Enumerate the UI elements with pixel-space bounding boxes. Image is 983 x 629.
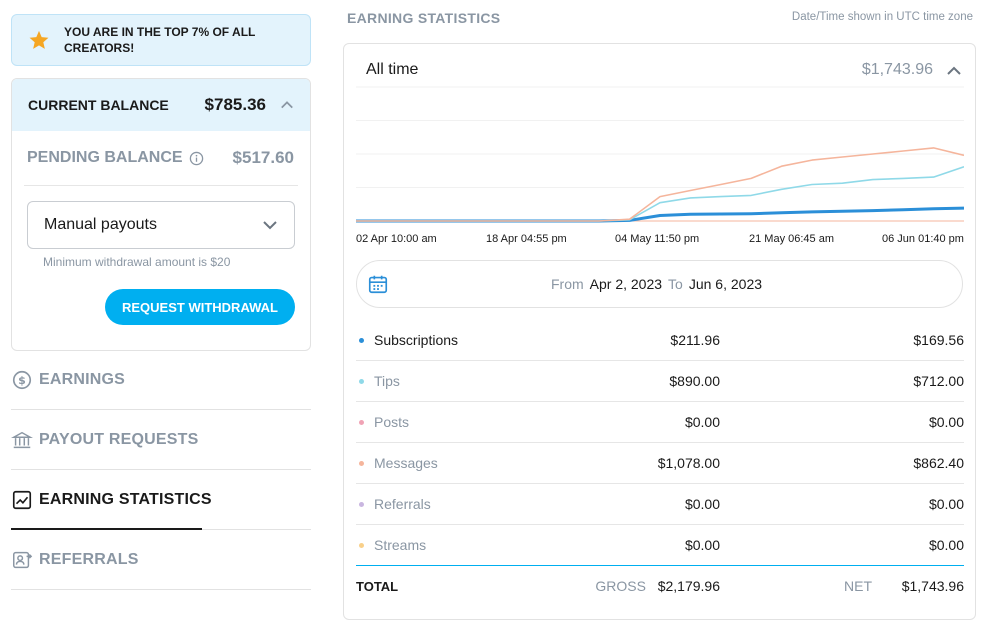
series-dot	[359, 378, 364, 384]
svg-text:$: $	[18, 374, 26, 387]
from-label: From	[550, 276, 584, 292]
calendar-icon[interactable]	[367, 273, 389, 295]
timezone-note: Date/Time shown in UTC time zone	[791, 11, 973, 23]
series-dot	[359, 419, 364, 425]
table-row: Messages $1,078.00 $862.40	[356, 443, 964, 484]
earning-stats-card: All time $1,743.96 02 Apr 10:00 am 18 Ap…	[343, 43, 976, 620]
row-name: Streams	[374, 537, 427, 553]
info-icon[interactable]	[189, 151, 204, 166]
series-line-tips	[356, 166, 964, 222]
star-icon	[29, 30, 49, 49]
row-gross: $0.00	[684, 496, 720, 512]
series-line-subscriptions	[356, 206, 964, 223]
total-row: TOTAL GROSS $2,179.96 NET $1,743.96	[356, 566, 964, 606]
row-net: $712.00	[913, 373, 964, 389]
net-total: $1,743.96	[901, 578, 964, 594]
request-withdrawal-button[interactable]: REQUEST WITHDRAWAL	[105, 289, 295, 325]
chevron-up-icon[interactable]	[280, 98, 294, 112]
nav-item-earnings[interactable]: $ EARNINGS	[11, 350, 311, 410]
nav-label: EARNING STATISTICS	[39, 490, 212, 508]
earnings-breakdown-table: Subscriptions $211.96 $169.56 Tips $890.…	[356, 320, 964, 606]
date-range-picker[interactable]: From Apr 2, 2023 To Jun 6, 2023	[356, 260, 963, 308]
pending-balance-label: PENDING BALANCE	[27, 149, 183, 166]
gross-label: GROSS	[595, 578, 646, 594]
x-tick-label: 06 Jun 01:40 pm	[882, 233, 964, 245]
row-net: $862.40	[913, 455, 964, 471]
row-net: $169.56	[913, 332, 964, 348]
x-tick-label: 21 May 06:45 am	[749, 233, 834, 245]
row-gross: $211.96	[670, 332, 720, 348]
referral-icon	[13, 551, 33, 568]
row-name: Subscriptions	[374, 332, 459, 348]
period-label[interactable]: All time	[366, 61, 419, 78]
to-label: To	[668, 276, 683, 292]
row-gross: $0.00	[684, 414, 720, 430]
nav-active-indicator	[11, 528, 202, 530]
table-row: Streams $0.00 $0.00	[356, 525, 964, 566]
from-date[interactable]: Apr 2, 2023	[589, 276, 663, 292]
nav-label: REFERRALS	[39, 550, 139, 568]
current-balance-header[interactable]: CURRENT BALANCE $785.36	[12, 79, 310, 131]
x-tick-label: 18 Apr 04:55 pm	[486, 233, 567, 245]
table-row: Referrals $0.00 $0.00	[356, 484, 964, 525]
payout-method-value: Manual payouts	[44, 216, 157, 233]
series-dot	[359, 501, 364, 507]
banner-text: YOU ARE IN THE TOP 7% OF ALL CREATORS!	[64, 25, 256, 55]
row-name: Tips	[374, 373, 400, 389]
dollar-circle-icon: $	[12, 370, 32, 389]
series-dot	[359, 460, 364, 466]
payout-method-select[interactable]: Manual payouts	[27, 201, 295, 249]
series-dot	[359, 337, 364, 343]
series-dot	[359, 542, 364, 548]
nav-item-referrals[interactable]: REFERRALS	[11, 530, 311, 590]
row-name: Referrals	[374, 496, 431, 512]
row-name: Posts	[374, 414, 410, 430]
earnings-line-chart	[356, 86, 964, 223]
chart-trend-icon	[12, 490, 32, 509]
top-creator-banner: YOU ARE IN THE TOP 7% OF ALL CREATORS!	[11, 14, 311, 66]
nav-label: PAYOUT REQUESTS	[39, 430, 199, 448]
period-total: $1,743.96	[861, 61, 933, 78]
current-balance-amount: $785.36	[204, 95, 266, 114]
row-net: $0.00	[928, 537, 964, 553]
x-tick-label: 02 Apr 10:00 am	[356, 233, 437, 245]
total-label: TOTAL	[356, 578, 399, 594]
row-net: $0.00	[928, 496, 964, 512]
row-gross: $890.00	[669, 373, 720, 389]
x-tick-label: 04 May 11:50 pm	[615, 233, 700, 245]
pending-balance-row: PENDING BALANCE $517.60	[24, 131, 298, 186]
table-row: Posts $0.00 $0.00	[356, 402, 964, 443]
min-withdrawal-note: Minimum withdrawal amount is $20	[43, 255, 231, 269]
row-name: Messages	[374, 455, 438, 471]
chevron-up-icon[interactable]	[946, 63, 962, 79]
chevron-down-icon	[263, 221, 277, 230]
balance-card: CURRENT BALANCE $785.36 PENDING BALANCE …	[11, 78, 311, 351]
series-line-messages	[356, 147, 964, 222]
current-balance-label: CURRENT BALANCE	[28, 97, 169, 113]
pending-balance-amount: $517.60	[232, 148, 294, 167]
bank-icon	[11, 431, 33, 448]
net-label: NET	[844, 578, 872, 594]
table-row: Subscriptions $211.96 $169.56	[356, 320, 964, 361]
table-row: Tips $890.00 $712.00	[356, 361, 964, 402]
row-gross: $1,078.00	[657, 455, 720, 471]
section-title: EARNING STATISTICS	[347, 10, 501, 26]
row-net: $0.00	[928, 414, 964, 430]
row-gross: $0.00	[684, 537, 720, 553]
nav-item-payout-requests[interactable]: PAYOUT REQUESTS	[11, 410, 311, 470]
to-date[interactable]: Jun 6, 2023	[688, 276, 763, 292]
gross-total: $2,179.96	[657, 578, 720, 594]
nav-label: EARNINGS	[39, 370, 126, 388]
nav-item-earning-statistics[interactable]: EARNING STATISTICS	[11, 470, 311, 530]
